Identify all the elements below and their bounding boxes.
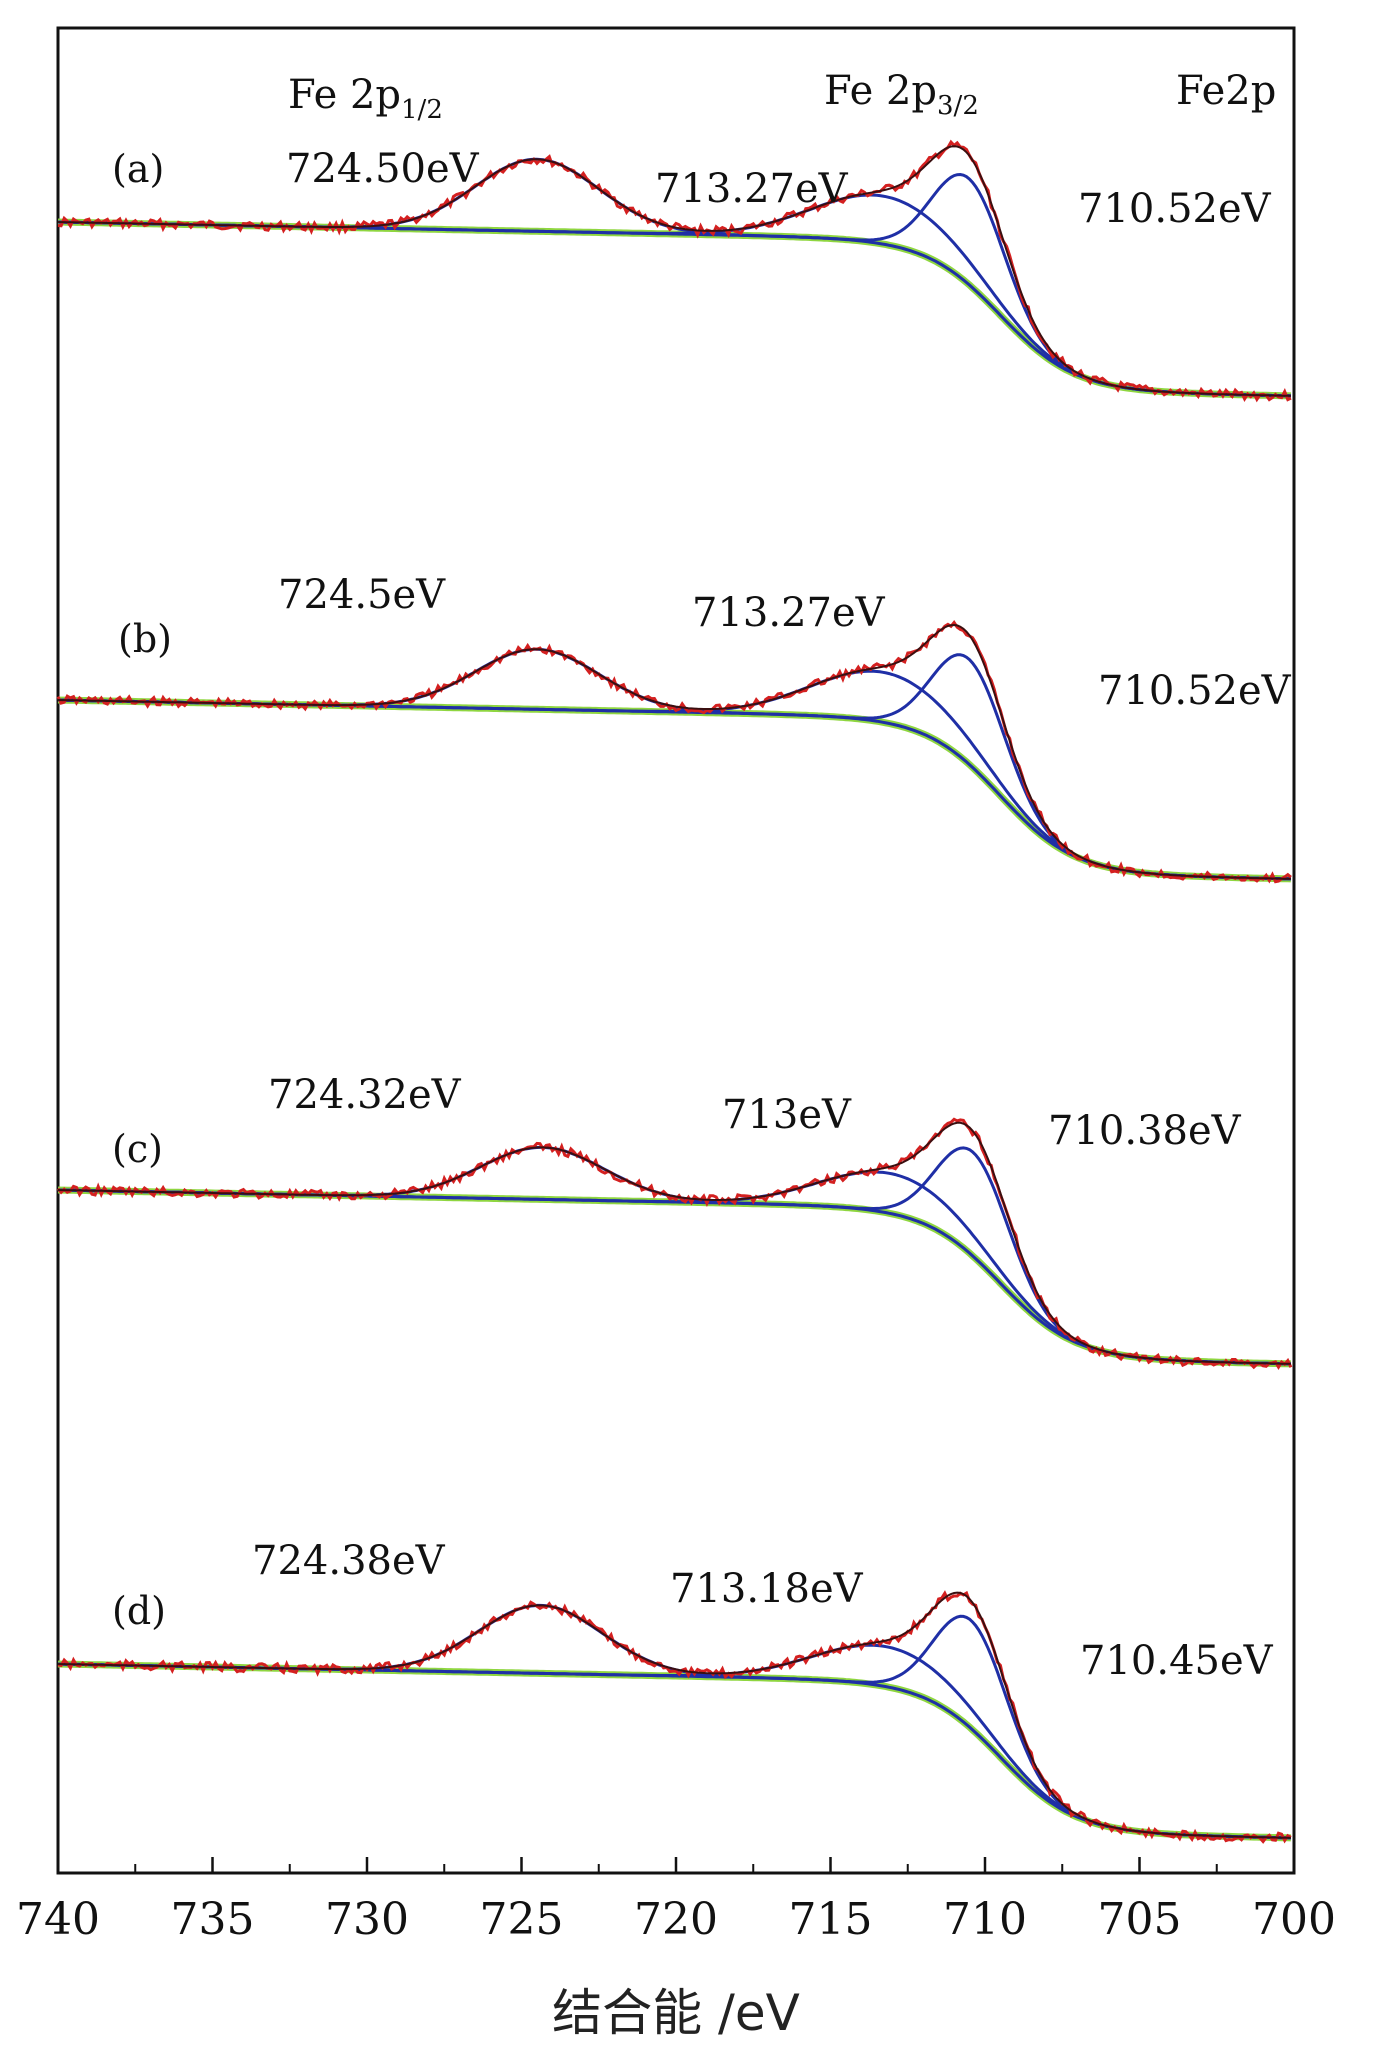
fe2p32-label: Fe 2p3/2 [824,68,979,121]
x-tick-label: 710 [943,1894,1027,1945]
x-axis-title: 结合能 /eV [552,1984,800,2042]
component-peak-724.32 [57,1145,1291,1366]
panel-c-peak3-label: 710.38eV [1048,1108,1242,1154]
panel-c-peak2-label: 713eV [722,1092,852,1138]
fit-envelope-curve [57,145,1291,397]
raw-data-curve [56,619,1292,884]
x-tick-label: 715 [789,1894,873,1945]
x-tick-label: 740 [16,1894,100,1945]
panel-c-label: (c) [112,1127,163,1171]
x-tick-label: 705 [1098,1894,1182,1945]
panel-a-peak2-label: 713.27eV [655,166,849,212]
background-curve [57,218,1292,400]
background-curve [57,1186,1292,1368]
x-tick-label: 700 [1252,1894,1336,1945]
fit-envelope-curve [57,623,1291,880]
x-tick-label: 730 [325,1894,409,1945]
panel-b-peak2-label: 713.27eV [692,590,886,636]
fit-envelope-curve [57,1121,1291,1365]
panel-a-peak1-label: 724.50eV [286,146,480,192]
spectra-group [56,139,1293,1844]
panel-a-label: (a) [112,147,164,191]
x-axis-ticks: 740 735 730 725 720 715 710 705 700 [16,1857,1336,1945]
fit-envelope-curve [57,1591,1291,1839]
background-curve [57,1660,1292,1842]
fe2p32-subscript: 3/2 [937,91,979,121]
component-peak-710.38 [57,1146,1291,1366]
x-tick-label: 720 [634,1894,718,1945]
panel-d-peak3-label: 710.45eV [1080,1638,1274,1684]
panel-c-peak1-label: 724.32eV [268,1072,462,1118]
panel-a-peak3-label: 710.52eV [1078,186,1272,232]
background-curve [57,696,1292,883]
fe2p-element-label: Fe2p [1176,68,1276,114]
panel-b-label: (b) [118,617,172,661]
x-tick-label: 735 [171,1894,255,1945]
x-tick-label: 725 [480,1894,564,1945]
panel-d-label: (d) [112,1589,166,1633]
panel-d-peak2-label: 713.18eV [670,1566,864,1612]
panel-d-peak1-label: 724.38eV [252,1538,446,1584]
raw-data-curve [56,1117,1293,1371]
fe2p12-subscript: 1/2 [401,95,443,125]
panel-b-peak1-label: 724.5eV [278,572,446,618]
raw-data-curve [57,1590,1292,1844]
panel-b-peak3-label: 710.52eV [1098,668,1292,714]
fe2p12-label: Fe 2p1/2 [288,72,443,125]
